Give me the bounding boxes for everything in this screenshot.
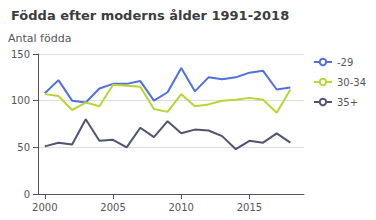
- svg-text:50: 50: [17, 142, 30, 153]
- svg-text:100: 100: [11, 95, 30, 106]
- svg-text:-29: -29: [337, 57, 353, 68]
- svg-text:2000: 2000: [32, 202, 57, 213]
- svg-text:2015: 2015: [237, 202, 262, 213]
- svg-text:0: 0: [24, 189, 30, 200]
- svg-text:30-34: 30-34: [337, 77, 366, 88]
- svg-text:35+: 35+: [337, 97, 358, 108]
- svg-text:Antal födda: Antal födda: [8, 32, 71, 45]
- svg-text:Födda efter moderns ålder 1991: Födda efter moderns ålder 1991-2018: [11, 8, 289, 23]
- svg-text:150: 150: [11, 49, 30, 60]
- svg-text:2005: 2005: [100, 202, 125, 213]
- svg-text:2010: 2010: [169, 202, 194, 213]
